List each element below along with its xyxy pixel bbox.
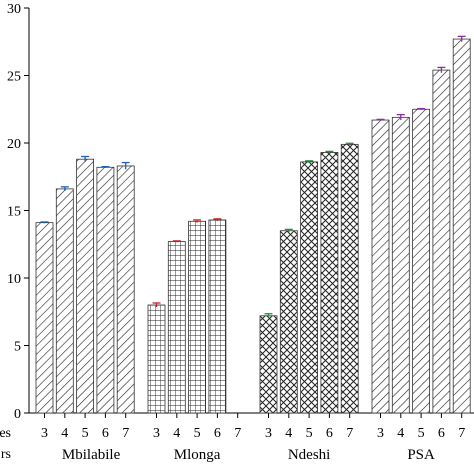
bar: [391, 116, 410, 414]
bar: [340, 143, 359, 414]
x-tick-label: 5: [418, 426, 425, 441]
bar: [35, 222, 54, 414]
bar: [432, 69, 451, 414]
y-tick-label: 20: [7, 137, 21, 152]
bar: [147, 304, 166, 414]
x-tick-label: 7: [122, 426, 129, 441]
bar: [116, 165, 135, 414]
bar: [320, 152, 339, 414]
x-tick-label: 4: [397, 426, 404, 441]
bar: [76, 158, 94, 414]
bar: [188, 220, 207, 414]
bars: [35, 35, 471, 414]
x-tick-label: 5: [194, 426, 201, 441]
bar: [208, 219, 227, 414]
x-tick-label: 4: [173, 426, 180, 441]
bar: [279, 230, 298, 414]
bar: [371, 119, 390, 414]
y-tick-label: 30: [7, 2, 21, 17]
x-tick-label: 6: [102, 426, 109, 441]
bar: [300, 161, 319, 414]
y-tick-label: 0: [14, 407, 21, 422]
group-label: Ndeshi: [288, 447, 331, 463]
y-tick-label: 25: [7, 70, 21, 85]
bar: [412, 108, 431, 414]
x-tick-label: 6: [326, 426, 333, 441]
x-tick-label: 4: [285, 426, 292, 441]
bar: [452, 38, 471, 414]
group-label: PSA: [407, 447, 435, 463]
x-tick-label: 4: [61, 426, 68, 441]
group-label: Mbilabile: [62, 447, 121, 463]
y-tick-label: 10: [7, 272, 21, 287]
bar: [96, 166, 115, 414]
x-tick-label: 3: [265, 426, 272, 441]
row-label: rs: [1, 447, 11, 462]
x-tick-label: 3: [377, 426, 384, 441]
x-tick-label: 7: [234, 426, 241, 441]
x-tick-label: 7: [346, 426, 353, 441]
row-label: es: [0, 426, 11, 441]
x-tick-label: 6: [214, 426, 221, 441]
bar: [259, 315, 278, 414]
x-tick-label: 3: [153, 426, 160, 441]
y-tick-label: 5: [14, 340, 21, 355]
x-tick-label: 7: [458, 426, 465, 441]
y-tick-label: 15: [7, 205, 21, 220]
x-tick-label: 6: [438, 426, 445, 441]
x-tick-label: 3: [41, 426, 48, 441]
bar: [167, 241, 186, 414]
group-label: Mlonga: [174, 447, 221, 463]
x-tick-label: 5: [306, 426, 313, 441]
bar: [55, 188, 74, 414]
x-tick-label: 5: [82, 426, 89, 441]
